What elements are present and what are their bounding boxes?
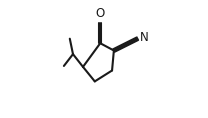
Text: O: O [96,7,105,20]
Text: N: N [140,31,149,44]
